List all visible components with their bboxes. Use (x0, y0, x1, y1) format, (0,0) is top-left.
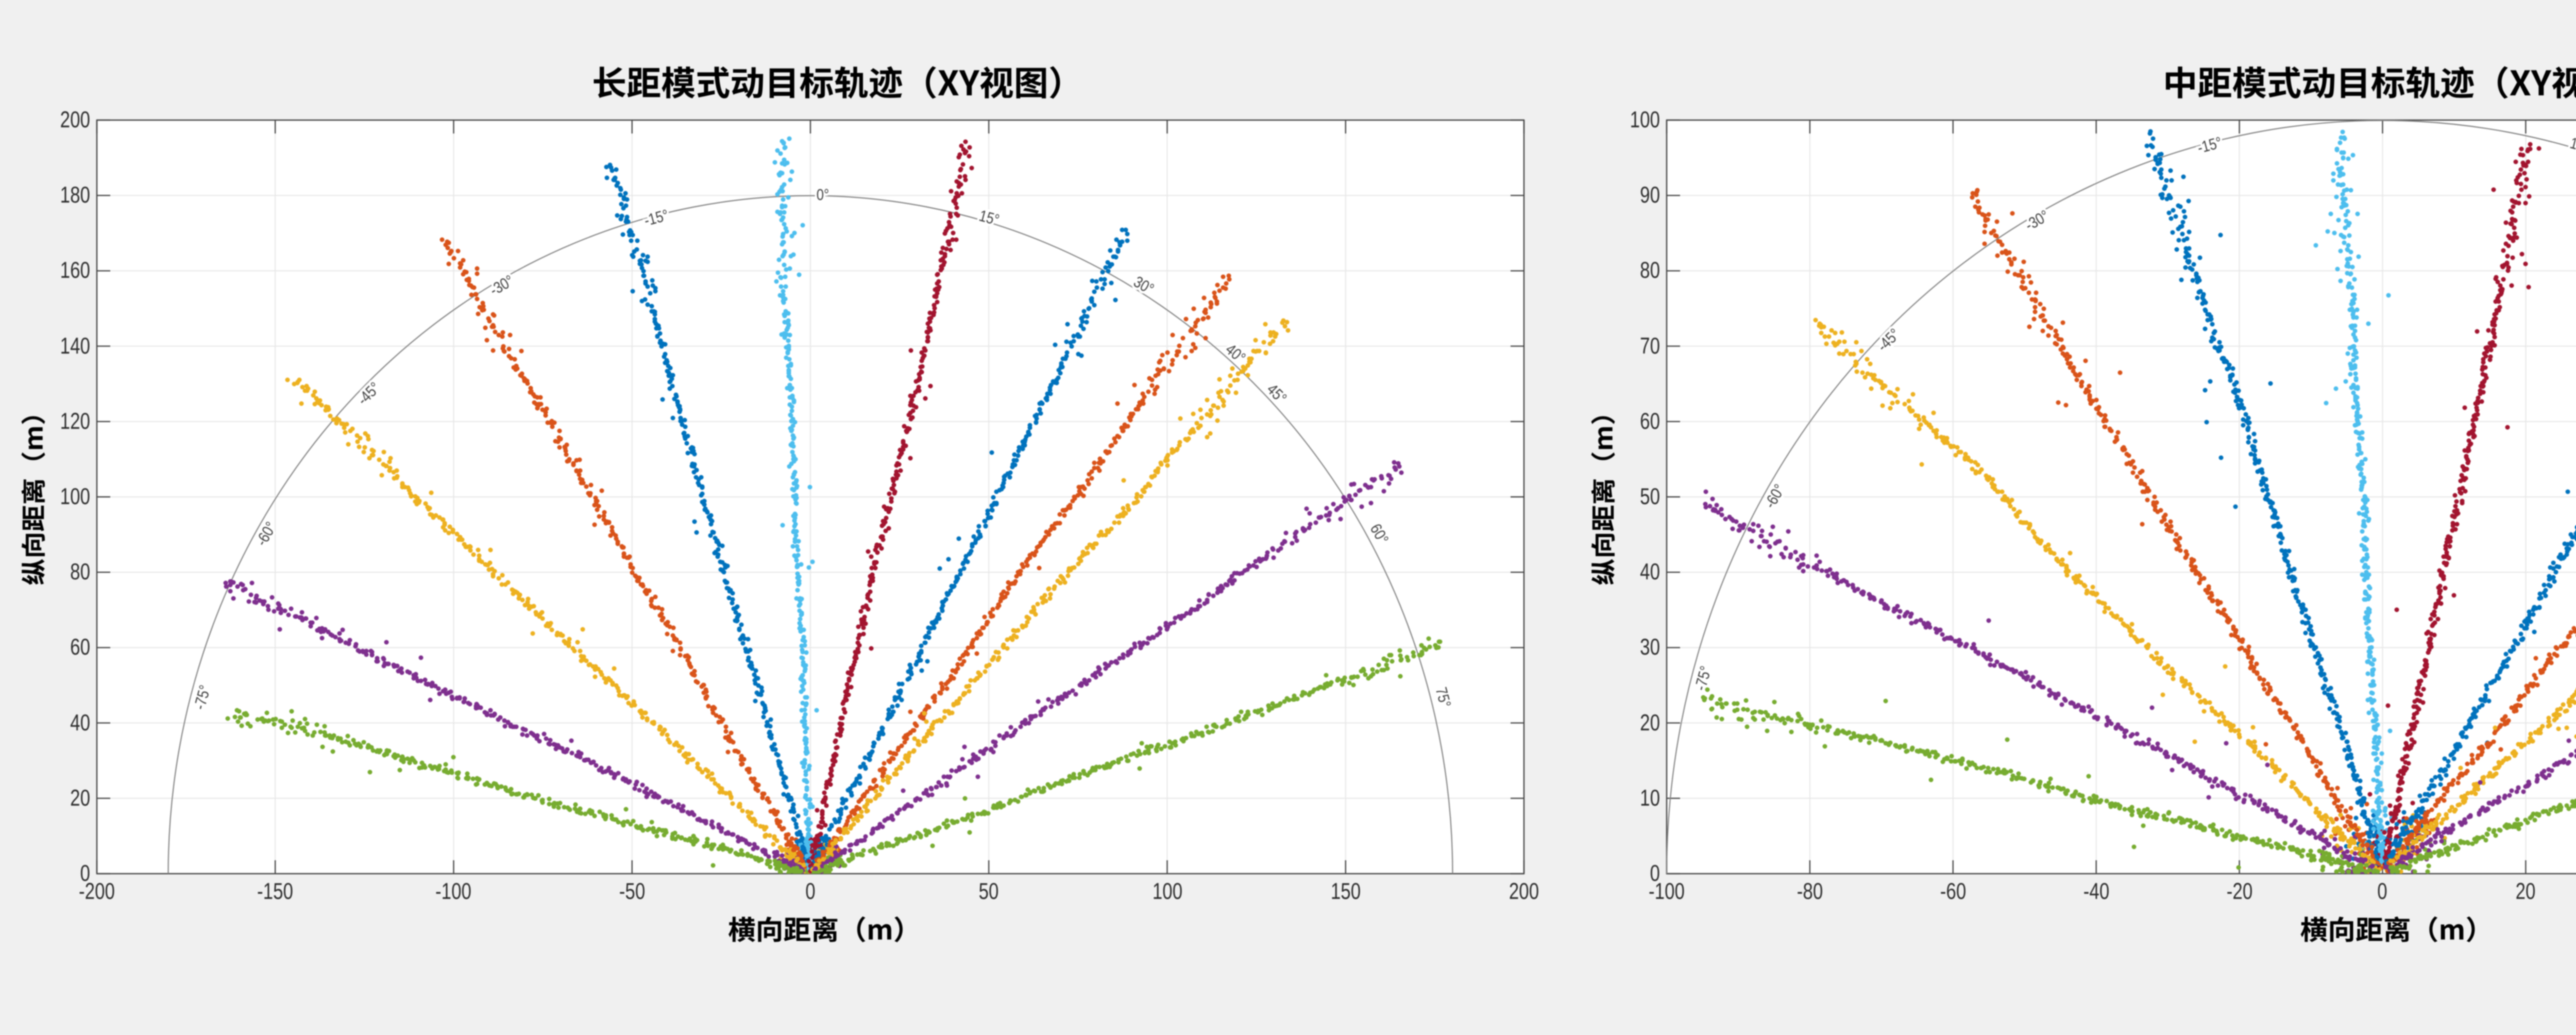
svg-text:-40: -40 (2083, 878, 2110, 904)
svg-text:-60: -60 (1940, 878, 1967, 904)
svg-text:-100: -100 (1649, 878, 1685, 904)
svg-text:180: 180 (60, 182, 90, 208)
svg-text:80: 80 (1640, 257, 1660, 283)
svg-text:-80: -80 (1797, 878, 1823, 904)
svg-text:0: 0 (2377, 878, 2387, 904)
svg-text:150: 150 (1331, 878, 1361, 904)
svg-text:90: 90 (1640, 182, 1660, 208)
svg-text:100: 100 (1630, 107, 1660, 132)
svg-text:-20: -20 (2227, 878, 2253, 904)
svg-text:140: 140 (60, 333, 90, 359)
svg-text:70: 70 (1640, 333, 1660, 359)
svg-text:50: 50 (1640, 483, 1660, 509)
svg-text:160: 160 (60, 257, 90, 283)
svg-text:60: 60 (1640, 408, 1660, 434)
svg-text:50: 50 (979, 878, 999, 904)
svg-text:30: 30 (1640, 634, 1660, 660)
svg-text:100: 100 (1153, 878, 1182, 904)
svg-text:200: 200 (60, 107, 90, 132)
svg-text:200: 200 (1509, 878, 1539, 904)
svg-text:-200: -200 (79, 878, 115, 904)
svg-text:10: 10 (1640, 785, 1660, 811)
svg-text:0: 0 (805, 878, 815, 904)
svg-text:0°: 0° (817, 186, 829, 204)
svg-text:-150: -150 (257, 878, 293, 904)
svg-text:60: 60 (70, 634, 90, 660)
svg-text:20: 20 (1640, 710, 1660, 736)
svg-text:120: 120 (60, 408, 90, 434)
svg-text:40: 40 (70, 710, 90, 736)
svg-text:100: 100 (60, 483, 90, 509)
svg-text:-50: -50 (619, 878, 646, 904)
svg-text:-100: -100 (435, 878, 471, 904)
svg-text:0: 0 (80, 860, 90, 886)
svg-text:40: 40 (1640, 559, 1660, 585)
svg-text:20: 20 (2516, 878, 2536, 904)
svg-text:0: 0 (1650, 860, 1660, 886)
svg-text:80: 80 (70, 559, 90, 585)
svg-text:20: 20 (70, 785, 90, 811)
